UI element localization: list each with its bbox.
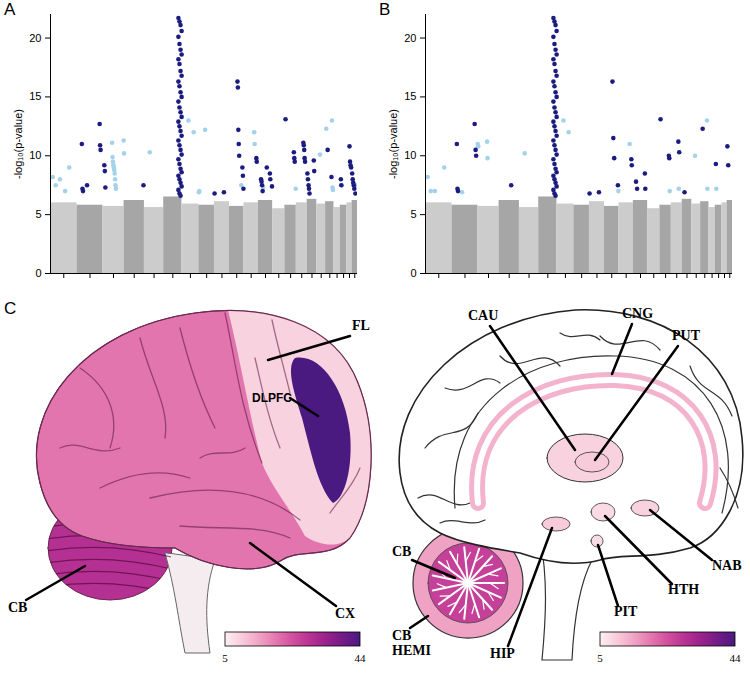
svg-text:5: 5 <box>597 652 603 664</box>
svg-text:HIP: HIP <box>490 646 515 661</box>
svg-text:CAU: CAU <box>468 308 498 323</box>
svg-text:44: 44 <box>730 652 742 664</box>
svg-text:15: 15 <box>404 90 416 102</box>
svg-text:-log₁₀(p-value): -log₁₀(p-value) <box>12 109 24 179</box>
svg-text:5: 5 <box>222 652 228 664</box>
svg-text:0: 0 <box>410 267 416 279</box>
svg-text:5: 5 <box>35 208 41 220</box>
svg-text:CB: CB <box>392 544 411 559</box>
svg-text:20: 20 <box>29 32 41 44</box>
svg-text:20: 20 <box>404 32 416 44</box>
svg-text:15: 15 <box>29 90 41 102</box>
svg-text:CBHEMI: CBHEMI <box>392 628 431 658</box>
svg-text:PIT: PIT <box>614 604 638 619</box>
svg-text:10: 10 <box>404 149 416 161</box>
svg-text:10: 10 <box>29 149 41 161</box>
html-text:B: B <box>379 0 391 19</box>
svg-text:0: 0 <box>35 267 41 279</box>
svg-text:NAB: NAB <box>712 558 742 573</box>
html-text:A: A <box>4 0 16 19</box>
svg-text:FL: FL <box>352 318 370 333</box>
svg-text:44: 44 <box>355 652 367 664</box>
svg-text:5: 5 <box>410 208 416 220</box>
svg-text:CX: CX <box>335 606 355 621</box>
svg-text:CB: CB <box>8 600 27 615</box>
svg-text:DLPFC: DLPFC <box>252 391 292 405</box>
svg-text:HTH: HTH <box>668 582 699 597</box>
svg-text:-log₁₀(p-value): -log₁₀(p-value) <box>387 109 399 179</box>
svg-text:CNG: CNG <box>622 306 653 321</box>
svg-text:C: C <box>4 299 16 318</box>
svg-text:PUT: PUT <box>672 328 701 343</box>
